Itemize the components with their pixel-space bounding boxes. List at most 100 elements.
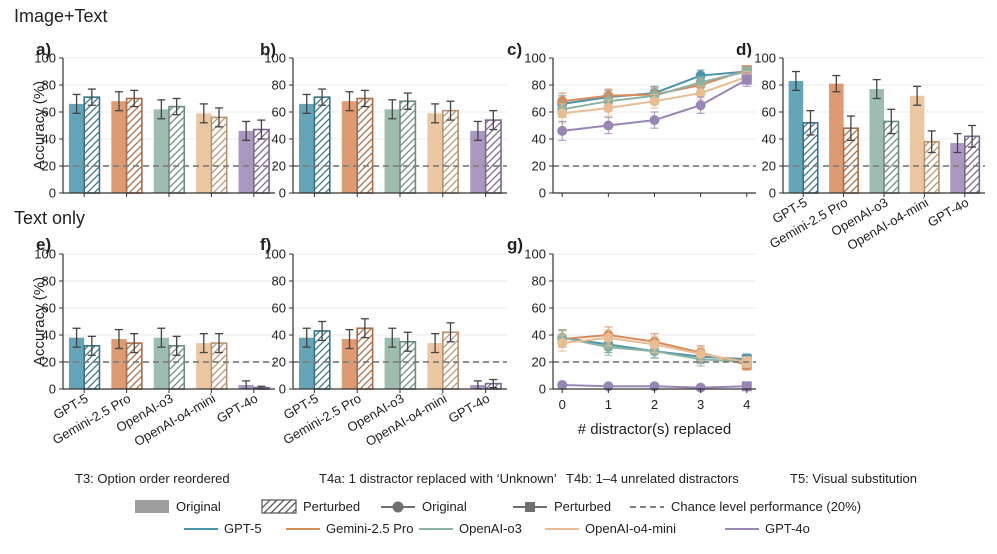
- error-bar: [215, 332, 224, 354]
- error-bar: [172, 97, 181, 116]
- y-tick-label: 20: [532, 159, 546, 174]
- bar-gpt-4o-original: [470, 130, 486, 193]
- legend-label-perturbed-line: Perturbed: [554, 499, 611, 514]
- error-bar: [302, 93, 311, 114]
- bar-openai-o3-original: [153, 337, 169, 389]
- error-bar: [806, 110, 815, 136]
- legend-label-o4mini: OpenAI-o4-mini: [585, 521, 676, 536]
- bar-gemini-2-5-pro-original: [341, 101, 358, 193]
- legend-label-original-bar: Original: [176, 499, 221, 514]
- bar-openai-o3-perturbed: [168, 105, 186, 194]
- y-tick-label: 0: [539, 186, 546, 201]
- series-gpt-4o: [557, 72, 752, 141]
- bar-gemini-2-5-pro-perturbed: [356, 97, 374, 194]
- bar-gpt-5-original: [298, 337, 315, 389]
- y-tick-label: 0: [279, 382, 286, 397]
- error-bar: [72, 93, 81, 114]
- y-tick-label: 20: [762, 159, 776, 174]
- series-openai-o4-mini: [557, 329, 752, 368]
- error-bar: [157, 99, 166, 120]
- y-axis-label: Accuracy (%): [31, 277, 48, 366]
- error-bar: [388, 99, 397, 120]
- bar-gemini-2-5-pro-perturbed: [125, 97, 143, 194]
- bar-gpt-5-original: [298, 103, 315, 193]
- point-openai-o3: [603, 342, 614, 353]
- y-tick-label: 80: [532, 78, 546, 93]
- y-tick-label: 0: [49, 382, 56, 397]
- error-bar: [403, 92, 412, 110]
- point-gpt-4o: [741, 381, 752, 392]
- bar-openai-o4-mini-original: [909, 95, 925, 193]
- panel-a: 0 20 40 60 80 100 Accuracy (%): [31, 51, 275, 201]
- error-bar: [172, 335, 181, 356]
- point-gpt-4o: [695, 100, 706, 111]
- y-tick-label: 60: [42, 301, 56, 316]
- error-bar: [199, 332, 208, 354]
- error-bar: [87, 88, 96, 106]
- error-bar: [257, 119, 266, 140]
- y-axis-label: Accuracy (%): [31, 81, 48, 170]
- y-tick-label: 100: [524, 51, 546, 66]
- bar-openai-o4-mini-perturbed: [210, 116, 228, 194]
- legend-label-gemini: Gemini-2.5 Pro: [326, 521, 413, 536]
- x-tick-label: 4: [743, 397, 750, 412]
- bar-gpt-5-original: [68, 337, 85, 389]
- y-tick-label: 20: [272, 159, 286, 174]
- panel-label-g: g): [507, 235, 523, 254]
- bar-gpt-4o-original: [950, 143, 965, 193]
- error-bar: [302, 327, 311, 348]
- caption-t3: T3: Option order reordered: [75, 471, 230, 486]
- error-bar: [431, 332, 440, 354]
- legend-marker-circle: [392, 501, 404, 513]
- point-openai-o4-mini: [557, 108, 568, 119]
- point-gpt-4o: [649, 115, 660, 126]
- error-bar: [130, 89, 139, 108]
- bar-openai-o3-original: [384, 109, 400, 193]
- legend-label-gpt5: GPT-5: [224, 521, 262, 536]
- y-tick-label: 100: [524, 247, 546, 262]
- y-tick-label: 0: [539, 382, 546, 397]
- legend-marker-square: [525, 502, 535, 512]
- error-bar: [927, 130, 936, 154]
- y-tick-label: 80: [272, 78, 286, 93]
- error-bar: [913, 85, 922, 106]
- bar-openai-o4-mini-original: [196, 113, 212, 193]
- y-tick-label: 80: [272, 274, 286, 289]
- bar-openai-o4-mini-original: [427, 343, 443, 389]
- bar-openai-o4-mini-original: [427, 113, 443, 193]
- error-bar: [157, 327, 166, 348]
- error-bar: [114, 91, 123, 112]
- point-gpt-4o: [557, 379, 568, 390]
- y-tick-label: 40: [42, 132, 56, 147]
- x-axis-label: # distractor(s) replaced: [578, 421, 731, 438]
- y-tick-label: 100: [264, 51, 286, 66]
- point-gpt-4o: [557, 125, 568, 136]
- section-title-image-text: Image+Text: [14, 6, 108, 26]
- y-tick-label: 0: [49, 186, 56, 201]
- y-tick-label: 60: [532, 301, 546, 316]
- error-bar: [242, 120, 251, 142]
- error-bar: [846, 115, 855, 142]
- error-bar: [791, 70, 800, 92]
- y-tick-label: 0: [279, 186, 286, 201]
- y-tick-label: 60: [762, 105, 776, 120]
- error-bar: [360, 318, 369, 339]
- x-tick-label: 3: [697, 397, 704, 412]
- y-tick-label: 100: [264, 247, 286, 262]
- error-bar: [403, 331, 412, 352]
- legend-label-chance: Chance level performance (20%): [671, 499, 861, 514]
- error-bar: [446, 322, 455, 343]
- y-tick-label: 60: [272, 105, 286, 120]
- point-gpt-4o: [603, 120, 614, 131]
- error-bar: [953, 132, 962, 154]
- bar-openai-o3-original: [384, 337, 400, 389]
- bar-gpt-5-original: [788, 80, 804, 193]
- panel-g: 0 20 40 60 80 100 0 1 2 3 4 # distractor(s) replace…: [524, 247, 756, 438]
- y-tick-label: 80: [532, 274, 546, 289]
- y-tick-label: 80: [42, 78, 56, 93]
- panel-label-c: c): [507, 40, 522, 59]
- error-bar: [473, 120, 482, 142]
- point-openai-o4-mini: [649, 339, 660, 350]
